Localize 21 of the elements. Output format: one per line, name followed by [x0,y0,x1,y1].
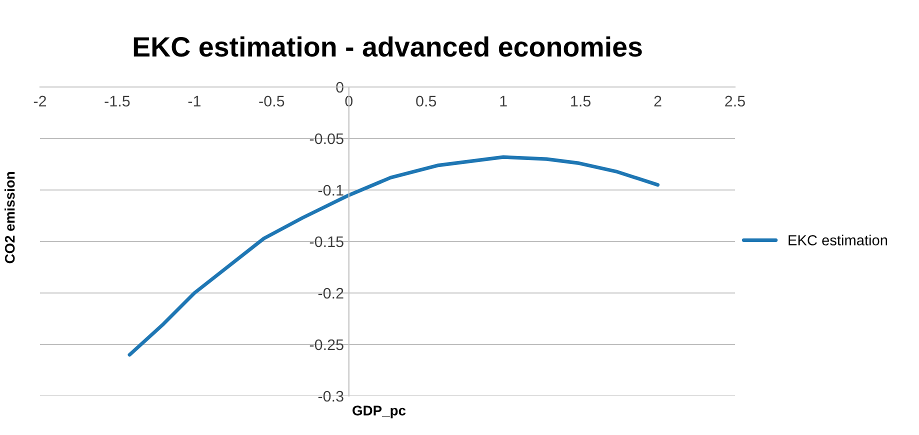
legend-label: EKC estimation [788,234,888,246]
x-tick-label: -2 [34,96,46,106]
x-tick-label: 0 [345,96,353,107]
y-tick-label: -0.1 [318,184,344,196]
x-tick-label: -1 [188,96,200,106]
x-tick-label: 2 [654,96,662,106]
y-tick-label: -0.15 [310,236,344,248]
chart-title: EKC estimation - advanced economies [134,36,642,57]
y-tick-label: -0.05 [310,133,344,144]
x-tick-label: 0.5 [416,96,436,107]
y-tick-label: -0.2 [318,288,344,299]
y-tick-label: -0.25 [310,339,344,350]
x-tick-label: 1.5 [571,96,591,107]
x-tick-label: -0.5 [259,96,284,107]
x-tick-label: 2.5 [725,96,745,107]
y-axis-title: CO2 emission [4,172,15,264]
line-series [128,155,660,357]
x-tick-label: -1.5 [104,96,130,107]
y-tick-label: -0.3 [318,390,344,402]
x-tick-label: 1 [500,96,507,106]
x-axis-title: GDP_pc [352,406,406,418]
